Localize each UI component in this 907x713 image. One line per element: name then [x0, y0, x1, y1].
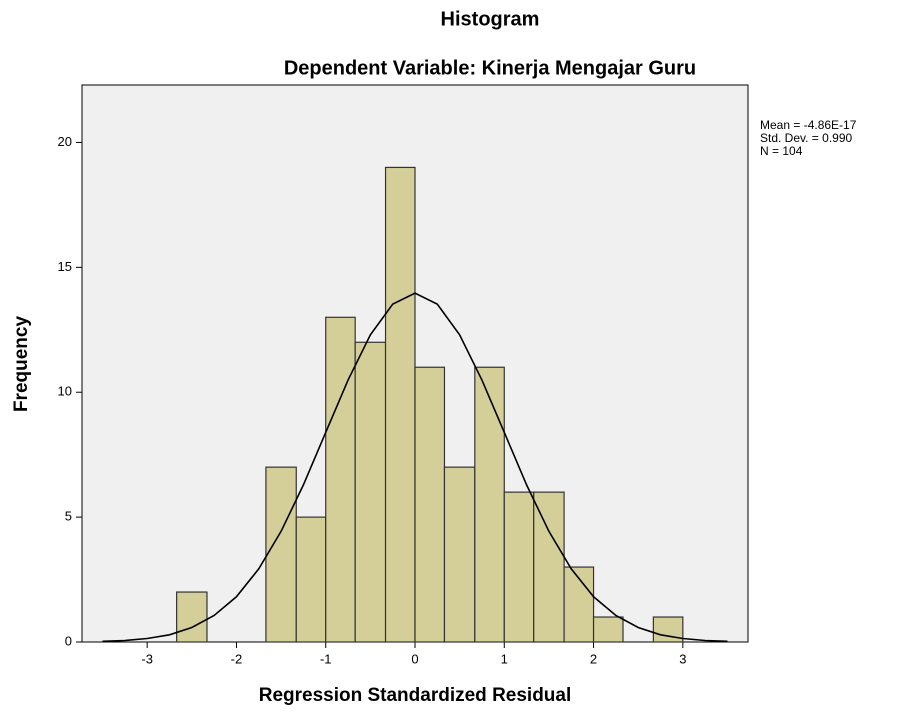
bar	[176, 591, 208, 643]
x-tick-label: -3	[141, 651, 153, 666]
chart-title: Histogram	[441, 8, 540, 30]
annotation: Std. Dev. = 0.990	[760, 131, 852, 145]
x-tick-label: 1	[501, 651, 508, 666]
bar	[265, 466, 297, 643]
bar	[295, 516, 327, 643]
y-axis-title: Frequency	[11, 316, 32, 413]
bar	[384, 166, 416, 643]
y-tick-label: 10	[58, 384, 72, 399]
bar	[474, 366, 505, 643]
x-axis-title: Regression Standardized Residual	[259, 685, 572, 706]
x-tick-label: -1	[320, 651, 332, 666]
bar	[414, 366, 446, 643]
x-tick-label: 0	[411, 651, 418, 666]
x-tick-label: -2	[231, 651, 243, 666]
chart-subtitle: Dependent Variable: Kinerja Mengajar Gur…	[284, 57, 696, 79]
y-tick-label: 5	[65, 509, 72, 524]
annotation: Mean = -4.86E-17	[760, 118, 857, 132]
normal-curve	[102, 292, 728, 643]
bar	[533, 491, 565, 643]
bar	[325, 316, 356, 643]
x-tick-label: 3	[679, 651, 686, 666]
bar	[592, 616, 624, 643]
bar	[503, 491, 535, 643]
y-tick-label: 0	[65, 633, 72, 648]
x-tick-label: 2	[590, 651, 597, 666]
bar	[354, 341, 387, 643]
annotation: N = 104	[760, 144, 803, 158]
bar	[443, 466, 476, 643]
y-tick-label: 20	[58, 134, 72, 149]
y-tick-label: 15	[58, 259, 72, 274]
